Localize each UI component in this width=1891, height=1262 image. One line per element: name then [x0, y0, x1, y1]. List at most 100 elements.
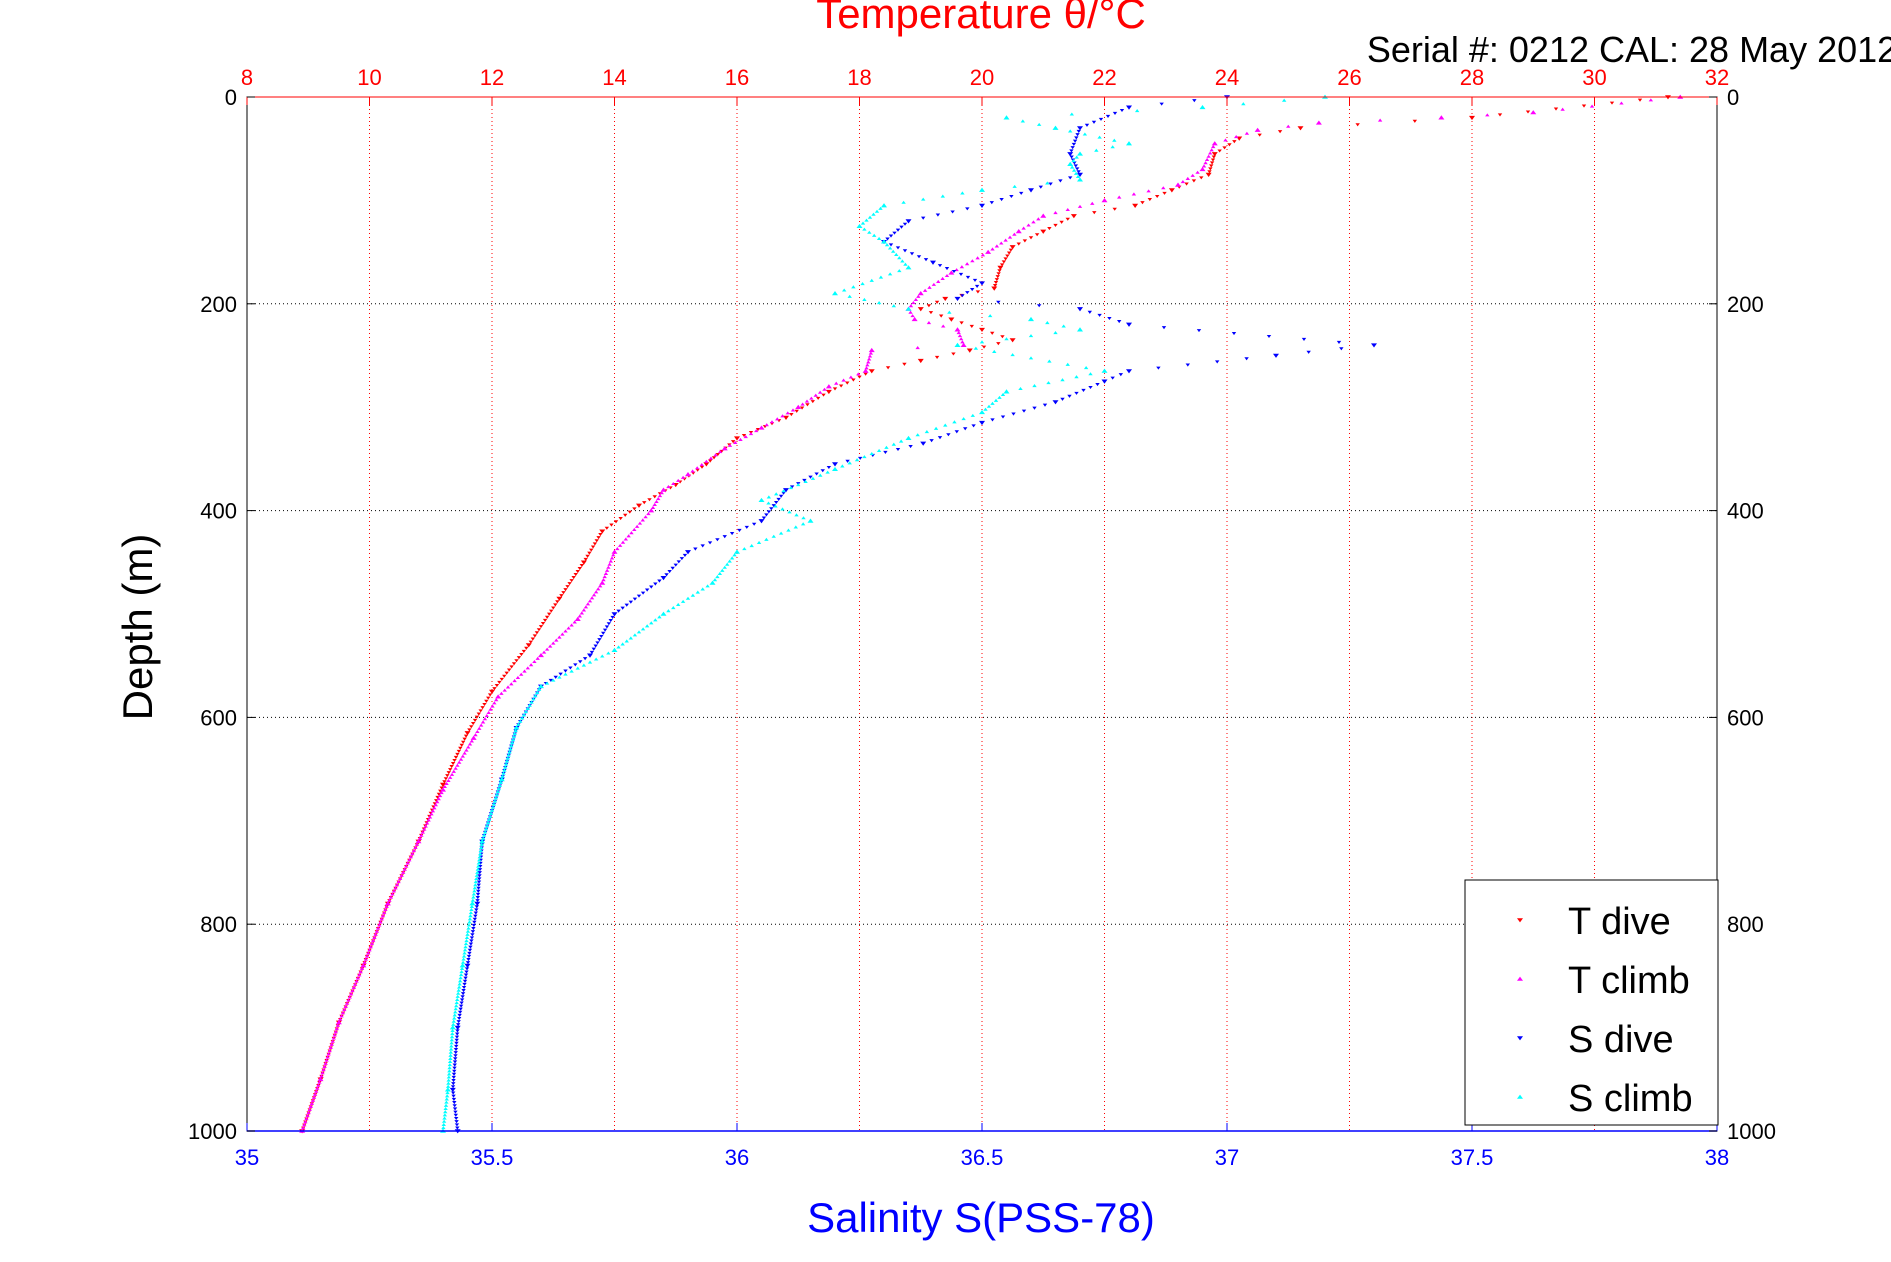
data-point — [1003, 257, 1008, 261]
data-point — [902, 222, 908, 226]
data-point — [469, 939, 474, 943]
data-point — [457, 982, 462, 986]
data-point — [462, 951, 467, 955]
data-point — [664, 573, 669, 577]
data-point — [486, 696, 491, 700]
data-point — [996, 342, 1001, 346]
data-point — [587, 599, 593, 603]
tick-label-left-y: 600 — [200, 705, 237, 730]
legend-label: S dive — [1568, 1019, 1674, 1061]
data-point — [1036, 304, 1042, 308]
data-point — [519, 672, 524, 676]
data-point — [1438, 115, 1445, 120]
data-point — [455, 1126, 460, 1130]
data-point — [492, 701, 497, 705]
data-point — [1076, 170, 1081, 174]
data-point — [1222, 146, 1227, 150]
data-point — [441, 1126, 446, 1130]
data-point — [490, 805, 496, 809]
data-point — [1254, 127, 1261, 132]
data-point — [304, 1117, 309, 1121]
data-point — [525, 666, 531, 670]
data-point — [529, 700, 534, 704]
data-point — [947, 310, 952, 314]
data-point — [666, 609, 671, 613]
data-point — [1011, 412, 1016, 416]
data-point — [640, 591, 646, 595]
data-point — [1016, 242, 1021, 246]
data-point — [478, 852, 483, 856]
data-point — [453, 766, 458, 770]
data-point — [467, 728, 472, 732]
data-point — [443, 777, 449, 781]
data-point — [460, 754, 466, 758]
data-point — [704, 459, 709, 463]
data-point — [1266, 334, 1272, 339]
data-point — [553, 675, 558, 679]
data-point — [611, 553, 616, 557]
data-point — [1094, 148, 1099, 152]
data-point — [331, 1036, 336, 1040]
tick-label-bottom-x: 37.5 — [1451, 1145, 1494, 1170]
data-point — [1040, 213, 1047, 218]
data-point — [1146, 189, 1151, 193]
data-point — [801, 516, 806, 520]
data-point — [405, 861, 410, 865]
data-point — [709, 580, 716, 585]
data-point — [1009, 338, 1016, 343]
data-point — [715, 575, 720, 579]
data-point — [469, 907, 474, 912]
data-point — [649, 585, 654, 589]
data-point — [475, 895, 480, 900]
data-point — [458, 757, 464, 761]
data-point — [448, 1047, 454, 1051]
data-point — [1071, 142, 1077, 146]
data-point — [443, 1106, 448, 1111]
data-point — [484, 824, 490, 828]
data-point — [679, 557, 685, 561]
data-point — [466, 926, 471, 930]
data-point — [825, 384, 832, 389]
data-point — [941, 324, 946, 328]
data-point — [446, 771, 451, 775]
data-point — [493, 796, 499, 800]
data-point — [454, 1025, 461, 1030]
data-point — [766, 510, 772, 514]
data-point — [513, 725, 520, 730]
data-point — [993, 398, 999, 402]
data-point — [620, 540, 626, 544]
data-point — [971, 424, 976, 428]
data-point — [447, 1063, 453, 1067]
data-point — [568, 666, 573, 670]
data-point — [353, 982, 358, 986]
data-point — [700, 587, 705, 591]
data-point — [524, 646, 529, 650]
data-point — [467, 742, 473, 746]
tick-label-top-x: 26 — [1337, 65, 1361, 90]
data-point — [713, 453, 718, 457]
data-point — [1001, 260, 1007, 264]
data-point — [459, 998, 465, 1002]
data-point — [587, 660, 593, 664]
data-point — [551, 606, 556, 610]
data-point — [560, 632, 565, 636]
data-point — [644, 624, 650, 628]
data-point — [937, 264, 943, 268]
data-point — [473, 733, 478, 737]
data-point — [547, 644, 553, 648]
data-point — [894, 252, 899, 257]
data-point — [876, 448, 882, 452]
data-point — [595, 587, 601, 591]
data-point — [561, 591, 566, 595]
data-point — [748, 432, 754, 436]
data-point — [433, 803, 438, 807]
data-point — [637, 521, 643, 525]
data-point — [490, 704, 495, 708]
data-point — [514, 659, 519, 663]
data-point — [451, 1094, 456, 1098]
data-point — [315, 1086, 320, 1090]
data-point — [1060, 397, 1065, 401]
data-point — [585, 554, 590, 558]
data-point — [604, 568, 610, 572]
data-point — [462, 979, 468, 983]
